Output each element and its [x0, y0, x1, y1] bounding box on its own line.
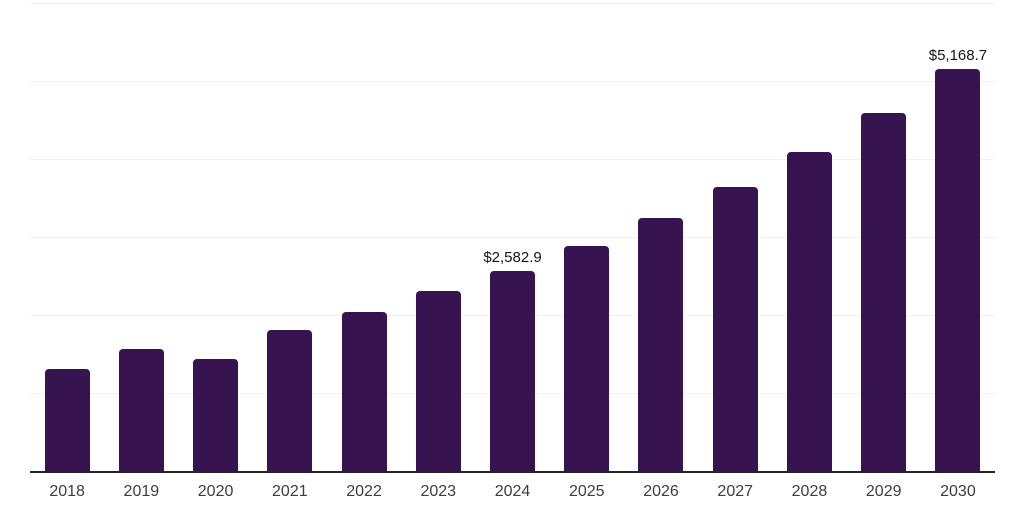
bar-2018 — [44, 369, 90, 472]
bar-2025 — [564, 245, 610, 472]
x-tick-2024: 2024 — [494, 483, 531, 500]
bar-slot-2024: $2,582.9 — [475, 4, 549, 472]
x-tick-2025: 2025 — [568, 483, 605, 500]
data-label-2030: $5,168.7 — [928, 46, 988, 64]
bar-slot-2023 — [401, 4, 475, 472]
bar-slot-2028 — [772, 4, 846, 472]
bar-2020 — [193, 358, 239, 472]
bar-2024: $2,582.9 — [483, 249, 542, 472]
x-axis-labels: 2018 2019 2020 2021 2022 2023 2024 2025 2026 2027… — [30, 483, 995, 501]
x-tick-2022: 2022 — [346, 483, 382, 500]
gridline-4000 — [30, 159, 995, 161]
x-tick-2018: 2018 — [49, 483, 85, 500]
x-tick-2029: 2029 — [865, 483, 902, 500]
bar-slot-2030: $5,168.7 — [921, 4, 995, 472]
x-tick-2020: 2020 — [197, 483, 234, 500]
gridline-6000 — [30, 3, 995, 4]
bar-2019 — [118, 348, 164, 472]
x-tick-2021: 2021 — [272, 483, 308, 500]
x-tick-2028: 2028 — [791, 483, 828, 500]
bar-slot-2022 — [327, 4, 401, 472]
bar-2029 — [861, 113, 907, 472]
data-label-2024: $2,582.9 — [483, 248, 542, 266]
bar-2027 — [712, 186, 758, 472]
bar-2028 — [786, 152, 832, 472]
bar-2030: $5,168.7 — [929, 47, 987, 472]
bar-slot-2020 — [178, 4, 252, 472]
x-tick-2023: 2023 — [420, 483, 457, 500]
bar-2023 — [415, 291, 461, 472]
bar-2022 — [341, 311, 387, 472]
bar-slot-2026 — [624, 4, 698, 472]
x-axis-line — [30, 471, 995, 473]
bar-slot-2027 — [698, 4, 772, 472]
bar-slot-2029 — [847, 4, 921, 472]
bar-slot-2021 — [253, 4, 327, 472]
bars: $2,582.9 $5,168.7 — [30, 4, 995, 472]
x-tick-2030: 2030 — [940, 483, 976, 500]
x-tick-2026: 2026 — [643, 483, 679, 500]
bar-2021 — [267, 329, 313, 472]
plot-area: $2,582.9 $5,168.7 — [30, 3, 995, 473]
gridline-3000 — [30, 237, 995, 238]
bar-slot-2025 — [550, 4, 624, 472]
x-tick-2019: 2019 — [123, 483, 160, 500]
bar-2026 — [638, 218, 684, 472]
bar-slot-2018 — [30, 4, 104, 472]
bar-slot-2019 — [104, 4, 178, 472]
gridline-5000 — [30, 81, 995, 82]
x-tick-2027: 2027 — [717, 483, 754, 500]
